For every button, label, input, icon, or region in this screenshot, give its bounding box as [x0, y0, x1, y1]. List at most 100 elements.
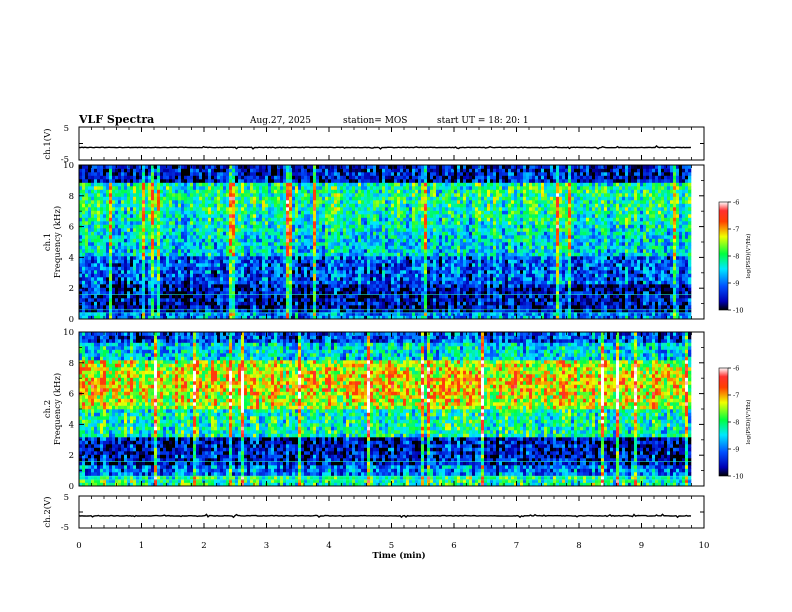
ch1-spec-cell [259, 287, 263, 292]
ch1-spec-cell [271, 168, 275, 173]
ch1-spec-cell [223, 312, 227, 316]
ch1-spec-cell [313, 196, 317, 201]
ch1-spec-cell [91, 210, 95, 215]
ch1-spec-cell [364, 207, 368, 211]
ch1-spec-cell [202, 305, 206, 309]
ch1-spec-cell [256, 301, 260, 306]
ch1-spec-cell [163, 277, 167, 281]
ch1-spec-cell [334, 266, 338, 271]
ch1-spec-cell [289, 172, 293, 176]
ch1-spec-cell [205, 165, 209, 169]
ch1-spec-cell [388, 200, 392, 204]
ch1-spec-cell [112, 172, 116, 176]
ch1-spec-cell [340, 256, 344, 260]
ch1-spec-cell [277, 172, 281, 176]
ch1-spec-cell [397, 189, 401, 194]
ch1-spec-cell [208, 182, 212, 187]
ch1-spec-cell [310, 287, 314, 292]
ch1-spec-cell [163, 266, 167, 271]
ch1-spec-cell [97, 228, 101, 232]
ch1-spec-cell [154, 301, 158, 306]
ch1-spec-cell [151, 203, 155, 208]
ch1-spec-cell [373, 214, 377, 218]
ch1-spec-cell [346, 291, 350, 295]
ch1-spec-cell [106, 245, 110, 250]
ch1-spec-cell [88, 175, 92, 180]
ch1-spec-cell [238, 256, 242, 260]
ch1-spec-cell [148, 312, 152, 316]
ch1-spec-cell [127, 308, 131, 313]
ch1-spec-cell [259, 214, 263, 218]
ch1-spec-cell [355, 224, 359, 229]
ch1-spec-cell [214, 235, 218, 239]
ch1-spec-cell [385, 294, 389, 299]
ch1-spec-cell [160, 256, 164, 260]
ch1-spec-cell [337, 189, 341, 194]
ch1-spec-cell [223, 200, 227, 204]
ch1-spec-cell [169, 189, 173, 194]
ch1-spec-cell [250, 221, 254, 225]
ch1-spec-cell [151, 210, 155, 215]
ch1-spec-cell [370, 165, 374, 169]
ch1-spec-cell [82, 294, 86, 299]
ch1-spec-cell [214, 301, 218, 306]
ch1-spec-cell [79, 172, 83, 176]
ch1-spec-cell [190, 175, 194, 180]
ch1-spec-cell [109, 284, 113, 288]
ch1-spec-cell [217, 182, 221, 187]
ch1-spec-cell [391, 182, 395, 187]
ch1-spec-cell [403, 287, 407, 292]
ch1-spec-cell [322, 305, 326, 309]
ch1-spec-cell [289, 203, 293, 208]
ch1-spec-cell [193, 231, 197, 236]
ch1-spec-cell [85, 266, 89, 271]
ch1-spec-cell [274, 273, 278, 278]
ch1-spec-cell [259, 298, 263, 302]
ch1-spec-cell [238, 175, 242, 180]
ch1-spec-cell [340, 252, 344, 257]
ch1-spec-cell [124, 196, 128, 201]
ch1-spec-cell [373, 165, 377, 169]
ch1-spec-cell [373, 287, 377, 292]
ch1-spec-cell [310, 207, 314, 211]
ch1-spec-cell [373, 270, 377, 274]
ch1-spec-cell [160, 168, 164, 173]
ch1-spec-cell [184, 193, 188, 197]
ch1-spec-cell [148, 284, 152, 288]
ch1-spec-cell [91, 165, 95, 169]
ch1-spec-cell [280, 263, 284, 267]
ch1-spec-cell [241, 165, 245, 169]
ch1-spec-cell [169, 224, 173, 229]
ch1-spec-cell [79, 263, 83, 267]
ch1-spec-cell [85, 196, 89, 201]
ch1-spec-cell [409, 266, 413, 271]
ch1-spec-cell [271, 284, 275, 288]
ch1-spec-cell [277, 224, 281, 229]
ch1-spec-cell [349, 172, 353, 176]
ch1-spec-cell [280, 305, 284, 309]
ch1-spec-cell [295, 235, 299, 239]
ch1-spec-cell [283, 315, 287, 320]
ch1-spec-cell [343, 249, 347, 253]
ch1-spec-cell [253, 238, 257, 243]
ch1-spec-cell [196, 228, 200, 232]
ch1-spec-cell [238, 287, 242, 292]
ch1-spec-cell [298, 242, 302, 246]
ch1-spec-cell [349, 305, 353, 309]
ch1-spec-cell [205, 259, 209, 264]
ch1-spec-cell [397, 273, 401, 278]
ch1-spec-cell [154, 179, 158, 183]
ch1-spec-cell [142, 193, 146, 197]
ch1-spec-cell [187, 259, 191, 264]
ch1-spec-cell [328, 231, 332, 236]
ch1-spec-cell [184, 210, 188, 215]
ch1-spec-cell [244, 193, 248, 197]
ch1-spec-cell [157, 231, 161, 236]
ch1-spec-cell [229, 305, 233, 309]
ch1-spec-cell [340, 228, 344, 232]
ch1-spec-cell [184, 287, 188, 292]
ch1-spec-cell [85, 231, 89, 236]
ch1-spec-cell [187, 249, 191, 253]
ch1-spec-cell [178, 221, 182, 225]
ch1-spec-cell [346, 231, 350, 236]
